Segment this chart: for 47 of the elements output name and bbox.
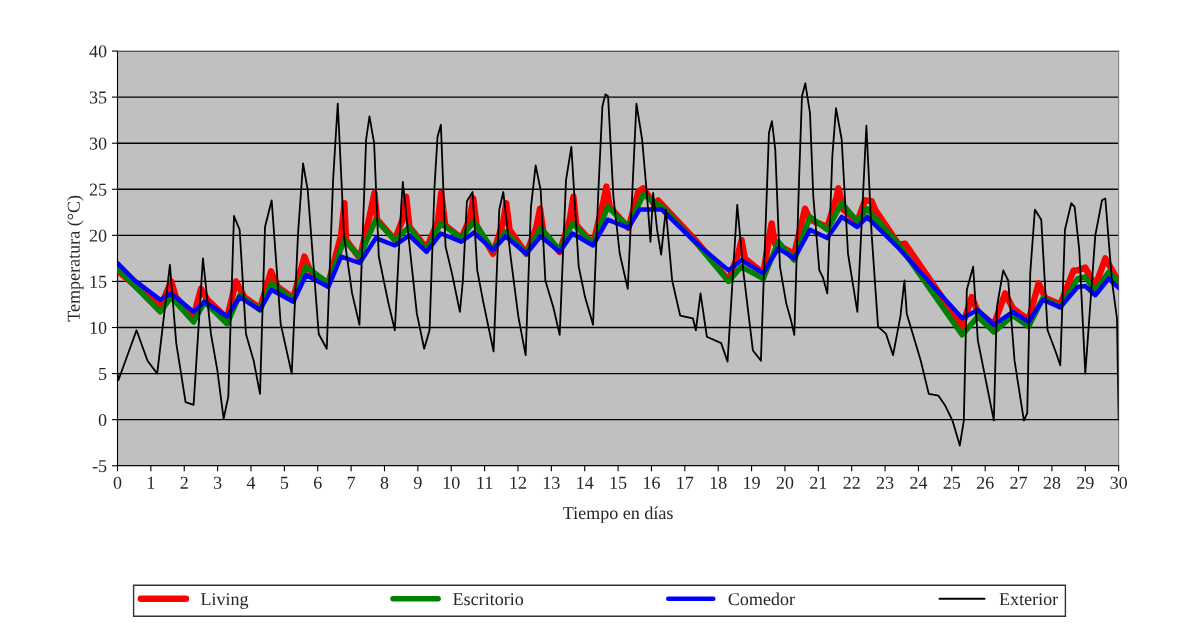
x-tick-label: 8 [380,476,389,489]
y-tick-label: 10 [90,321,107,334]
y-tick-label: 35 [89,91,107,104]
legend-label: Comedor [728,592,795,606]
x-tick-label: 21 [810,476,827,489]
x-tick-label: 12 [510,476,526,489]
legend-label: Exterior [999,593,1059,606]
x-tick-label: 24 [910,476,928,489]
x-tick-label: 5 [280,476,289,489]
y-tick-label: 5 [99,368,107,381]
y-tick-label: 15 [90,275,107,288]
x-tick-label: 7 [347,476,356,489]
x-axis-title: Tiempo en días [563,506,673,523]
x-tick-label: 3 [213,476,222,489]
y-tick-label: 0 [98,413,107,427]
x-tick-label: 30 [1110,476,1128,489]
x-tick-label: 18 [710,476,727,489]
x-tick-label: 2 [180,476,188,489]
y-axis-title: Temperatura (°C) [67,195,84,322]
x-tick-label: 14 [577,476,594,489]
x-tick-label: 15 [610,476,627,489]
legend-label: Living [200,593,249,609]
x-tick-label: 20 [776,476,794,489]
y-tick-label: 40 [89,45,107,58]
x-tick-label: 22 [843,476,860,489]
x-tick-label: 9 [413,476,422,489]
legend-label: Escritorio [453,593,524,606]
x-tick-label: 11 [477,476,493,489]
x-tick-label: 0 [113,476,122,489]
x-tick-label: 17 [677,476,694,489]
y-tick-label: -5 [92,460,107,473]
x-tick-label: 6 [314,476,322,489]
x-tick-label: 29 [1077,476,1094,489]
y-tick-label: 25 [89,183,107,196]
x-tick-label: 4 [246,476,256,489]
y-tick-label: 20 [89,229,107,242]
x-tick-label: 1 [147,476,155,489]
x-tick-label: 16 [644,476,660,489]
x-tick-label: 10 [443,476,460,489]
x-tick-label: 28 [1043,476,1061,489]
x-tick-label: 26 [976,476,994,489]
x-tick-label: 25 [943,476,961,489]
x-tick-label: 27 [1010,476,1028,489]
x-tick-label: 23 [876,476,894,489]
y-tick-label: 30 [89,137,107,150]
x-tick-label: 19 [744,476,760,489]
x-tick-label: 13 [543,476,560,489]
